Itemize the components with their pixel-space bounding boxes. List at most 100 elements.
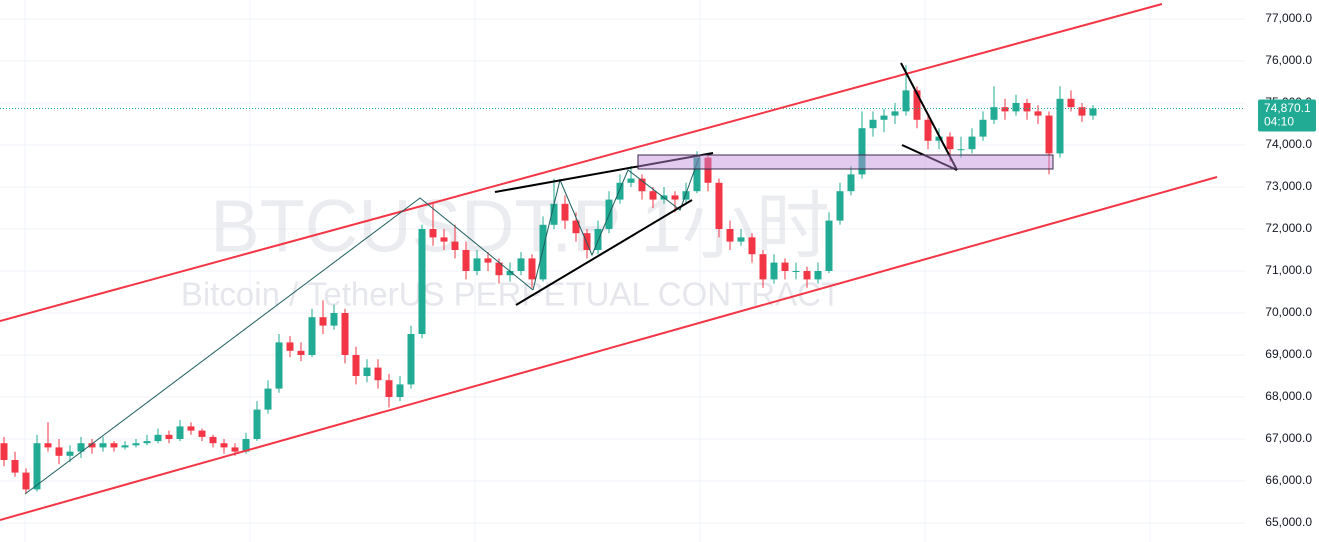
candle-body: [220, 443, 228, 448]
candle-body: [33, 443, 41, 490]
candle-body: [440, 237, 448, 242]
candles: [0, 65, 1245, 494]
candle-body: [297, 350, 305, 356]
candle-body: [957, 149, 965, 151]
candle-body: [836, 191, 844, 221]
trend-line: [494, 152, 714, 193]
y-tick-label: 72,000.0: [1265, 221, 1312, 235]
axis-labels: 65,000.0 66,000.0 67,000.0 68,000.0 69,000.0…: [1258, 11, 1316, 529]
candle-body: [693, 157, 701, 192]
candle-body: [858, 128, 866, 175]
watermark-subtitle: Bitcoin / TetherUS PERPETUAL CONTRACT: [181, 276, 841, 313]
candle-body: [979, 119, 987, 137]
candle-body: [396, 384, 404, 398]
candle-body: [869, 119, 877, 129]
candle-body: [11, 460, 19, 473]
candle-body: [1023, 102, 1031, 112]
candle-body: [77, 443, 85, 452]
candle-body: [352, 355, 360, 377]
y-tick-label: 69,000.0: [1265, 347, 1312, 361]
candle-body: [88, 443, 96, 448]
candle-body: [286, 342, 294, 351]
candle-body: [385, 380, 393, 398]
candle-body: [308, 317, 316, 356]
grid: [0, 0, 1245, 542]
zigzag: [532, 154, 701, 291]
last-price-label: 74,870.1: [1264, 101, 1311, 115]
last-price-box: [1258, 99, 1316, 132]
candle-body: [198, 430, 206, 437]
trend-line: [515, 199, 693, 306]
candle-body: [176, 426, 184, 440]
candle-body: [770, 262, 778, 280]
candle-body: [165, 434, 173, 440]
candle-body: [594, 228, 602, 250]
candle-body: [1045, 115, 1053, 154]
candle-body: [803, 271, 811, 280]
candle-body: [231, 447, 239, 452]
zone: [637, 154, 1054, 170]
candle-body: [451, 241, 459, 250]
candle-body: [1056, 98, 1064, 154]
candle-body: [616, 182, 624, 200]
candle-body: [429, 228, 437, 238]
candle-body: [814, 271, 822, 280]
candle-body: [825, 220, 833, 271]
candle-body: [539, 224, 547, 280]
candle-body: [484, 258, 492, 263]
candle-body: [275, 342, 283, 389]
candle-body: [1012, 102, 1020, 112]
y-tick-label: 73,000.0: [1265, 179, 1312, 193]
candle-body: [990, 107, 998, 120]
candle-body: [946, 136, 954, 150]
candle-body: [759, 254, 767, 280]
candle-body: [704, 157, 712, 183]
candle-body: [55, 447, 63, 456]
trend-line: [900, 62, 958, 171]
candle-body: [924, 119, 932, 141]
candle-body: [44, 443, 52, 448]
y-tick-label: 77,000.0: [1265, 11, 1312, 25]
candle-body: [264, 388, 272, 410]
zigzag: [24, 197, 534, 495]
y-tick-label: 65,000.0: [1265, 515, 1312, 529]
y-tick-label: 67,000.0: [1265, 431, 1312, 445]
countdown: 04:10: [1264, 115, 1294, 129]
candle-body: [495, 262, 503, 276]
candle-body: [682, 191, 690, 200]
candle-body: [671, 195, 679, 200]
candle-body: [583, 233, 591, 250]
candle-body: [572, 220, 580, 234]
candle-body: [781, 262, 789, 271]
candle-body: [0, 443, 8, 461]
y-tick-label: 70,000.0: [1265, 305, 1312, 319]
candle-body: [473, 258, 481, 271]
candle-body: [968, 136, 976, 150]
watermark-title: BTCUSDT.P 1小时: [210, 185, 830, 268]
y-tick-label: 74,000.0: [1265, 137, 1312, 151]
candle-body: [66, 451, 74, 456]
candle-body: [517, 258, 525, 271]
candle-body: [187, 426, 195, 431]
y-tick-label: 76,000.0: [1265, 53, 1312, 67]
candle-body: [627, 178, 635, 183]
y-tick-label: 66,000.0: [1265, 473, 1312, 487]
candle-body: [209, 436, 217, 444]
drawings: [0, 3, 1218, 521]
candle-body: [902, 90, 910, 112]
candle-body: [792, 271, 800, 272]
candle-body: [462, 249, 470, 271]
candle-body: [132, 443, 140, 446]
candle-body: [374, 367, 382, 381]
candle-body: [154, 434, 162, 442]
candle-body: [110, 443, 118, 448]
candle-body: [143, 441, 151, 444]
candle-body: [99, 443, 107, 448]
candle-body: [880, 115, 888, 120]
candle-body: [726, 228, 734, 242]
price-axis: [1245, 0, 1319, 542]
candle-body: [242, 439, 250, 452]
candle-body: [407, 334, 415, 385]
candle-body: [847, 174, 855, 192]
candle-body: [550, 203, 558, 225]
